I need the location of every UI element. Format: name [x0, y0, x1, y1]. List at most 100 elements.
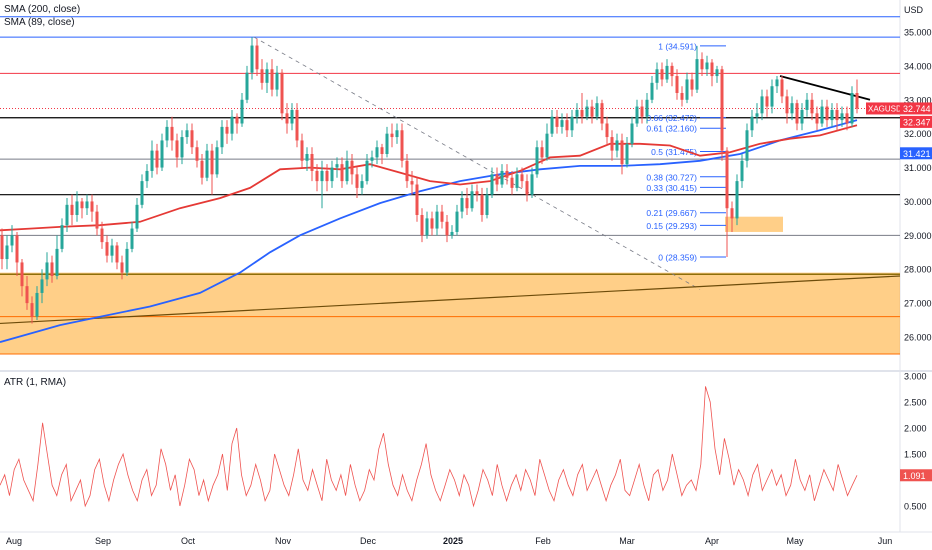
atr-tick-label: 2.500 [904, 398, 927, 408]
candle-body [220, 126, 224, 148]
candle [555, 109, 559, 134]
candle [640, 99, 644, 124]
candle [845, 106, 849, 131]
candle [815, 106, 819, 131]
symbol-badge [866, 102, 900, 115]
candle-body [490, 174, 494, 195]
candle [50, 255, 54, 283]
candle-body [465, 198, 469, 209]
candle-body [550, 116, 554, 134]
candle [360, 174, 364, 195]
price-tick-label: 33.000 [904, 95, 932, 105]
price-tick-label: 27.000 [904, 299, 932, 309]
candle [400, 123, 404, 168]
candle [315, 164, 319, 192]
candle [150, 140, 154, 178]
candle-body [650, 82, 654, 100]
candle-body [570, 116, 574, 131]
candle [285, 103, 289, 134]
candle [345, 150, 349, 185]
candle [435, 204, 439, 236]
candle-body [160, 140, 164, 168]
candle-body [690, 79, 694, 90]
candle-body [775, 79, 779, 87]
candle [45, 252, 49, 287]
candle-body [495, 174, 499, 185]
sma89-legend[interactable]: SMA (89, close) [4, 17, 75, 28]
candle [570, 109, 574, 138]
candle [770, 79, 774, 114]
candle-body [820, 106, 824, 124]
candle-body [800, 109, 804, 124]
candle-body [515, 174, 519, 188]
candle [745, 123, 749, 168]
currency-label: USD [904, 5, 924, 15]
candle-body [150, 150, 154, 171]
candle [440, 204, 444, 229]
candle-body [400, 130, 404, 161]
candle [145, 164, 149, 188]
candle-body [505, 170, 509, 178]
candle [525, 174, 529, 202]
candle [465, 187, 469, 215]
atr-line [0, 386, 858, 508]
time-tick-label: 2025 [443, 536, 463, 546]
candle [850, 86, 854, 127]
candle-body [295, 109, 299, 141]
supply-demand-zone [725, 216, 783, 232]
candle-body [585, 106, 589, 117]
candle [430, 211, 434, 236]
candle [540, 140, 544, 165]
candle [560, 113, 564, 134]
candle-body [195, 147, 199, 161]
time-tick-label: May [786, 536, 804, 546]
candle-body [15, 235, 19, 263]
candle-body [565, 120, 569, 131]
candle [695, 45, 699, 93]
candle-body [145, 170, 149, 182]
candle [505, 164, 509, 185]
candle [170, 116, 174, 151]
candle [130, 221, 134, 253]
candle [610, 130, 614, 161]
candle [210, 143, 214, 195]
candle [105, 235, 109, 263]
candle [740, 154, 744, 188]
fib-label: 0.38 (30.727) [646, 172, 697, 182]
symbol-badge-label: XAGUSD [868, 104, 902, 113]
candle [420, 208, 424, 243]
sma200-legend[interactable]: SMA (200, close) [4, 4, 81, 15]
candle-body [250, 45, 254, 73]
candle-body [665, 65, 669, 80]
candle-body [300, 140, 304, 161]
candle-body [205, 150, 209, 178]
candle-body [560, 120, 564, 127]
candle [635, 99, 639, 127]
candle [280, 69, 284, 121]
candle [775, 76, 779, 93]
fib-label: 0.61 (32.160) [646, 124, 697, 134]
candle [385, 126, 389, 158]
atr-legend[interactable]: ATR (1, RMA) [4, 377, 67, 388]
candle-body [500, 170, 504, 185]
candle [275, 65, 279, 97]
candle-body [700, 59, 704, 70]
candle [140, 174, 144, 209]
candle [830, 103, 834, 127]
price-tick-label: 31.000 [904, 163, 932, 173]
time-tick-label: Mar [619, 536, 635, 546]
candle [790, 96, 794, 121]
time-tick-label: Apr [705, 536, 719, 546]
candle [490, 167, 494, 199]
trendline [0, 275, 901, 325]
candle-body [175, 140, 179, 158]
candle [480, 187, 484, 222]
candle [365, 154, 369, 185]
candle-body [395, 130, 399, 138]
price-badge-value: 32.744 [903, 104, 931, 114]
candle-body [630, 123, 634, 144]
candle-body [745, 130, 749, 161]
candle-body [210, 150, 214, 175]
candle-body [115, 245, 119, 263]
